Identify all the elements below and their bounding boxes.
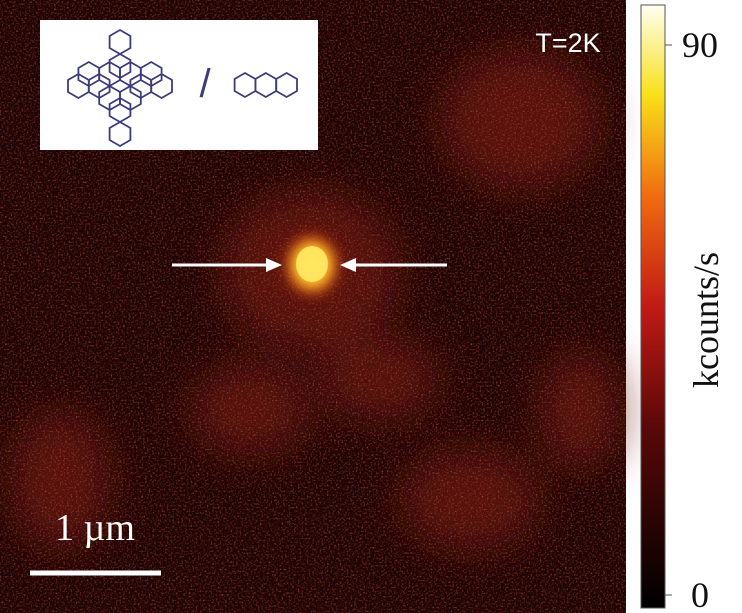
scale-bar-label: 1 µm [55,507,135,549]
temperature-label: T=2K [535,28,600,58]
hexagon [67,72,90,100]
inset-separator: / [199,62,211,106]
hexagon [275,71,298,99]
colorbar-tick-label: 90 [682,25,718,65]
molecule-drawings [67,28,298,148]
hexagon [150,72,173,100]
colorbar-tick-label: 0 [691,575,709,613]
colorbar [640,4,666,609]
inset: / [40,20,318,150]
hexagon [108,120,132,148]
colorbar-label: kcounts/s [686,252,726,388]
arrows [172,258,447,272]
